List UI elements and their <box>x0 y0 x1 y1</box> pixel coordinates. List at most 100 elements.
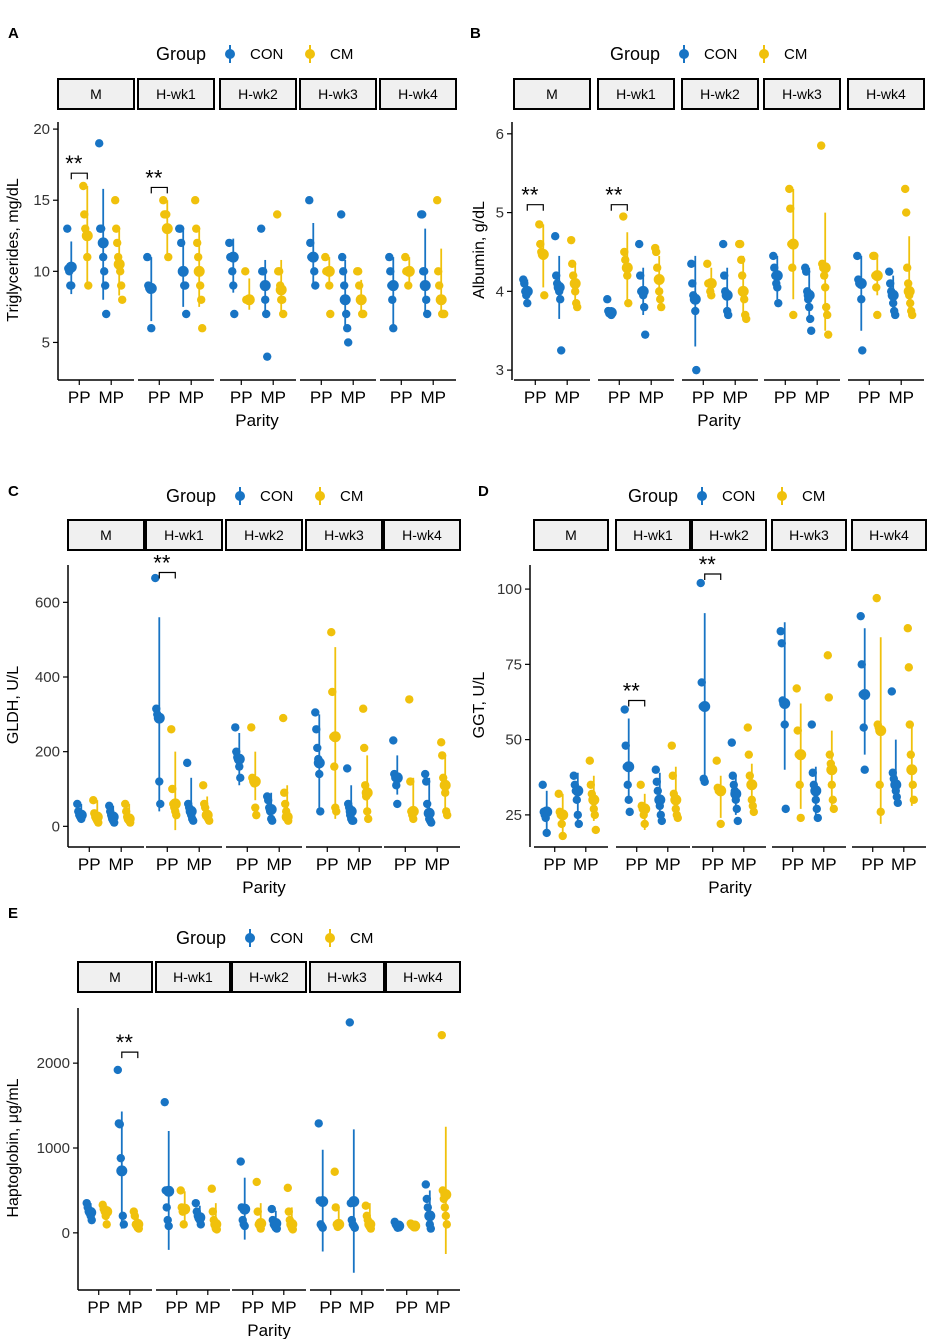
data-point <box>87 1215 96 1225</box>
facet-strip-label: M <box>90 86 102 102</box>
y-tick-label: 600 <box>35 594 60 611</box>
data-point <box>363 807 372 816</box>
x-tick-label: MP <box>186 855 212 874</box>
legend-label-cm: CM <box>802 488 825 505</box>
data-point <box>231 723 240 732</box>
legend-key-dot <box>679 49 689 59</box>
significance-bracket <box>628 699 646 707</box>
data-point <box>792 684 801 693</box>
data-point <box>793 726 802 735</box>
data-point <box>252 1177 261 1187</box>
data-point <box>164 1221 173 1231</box>
data-point <box>906 750 915 759</box>
mean-point <box>819 262 831 274</box>
data-point <box>386 267 395 276</box>
facet-strip-label: M <box>565 527 577 543</box>
data-point <box>435 281 444 290</box>
data-point <box>652 247 661 257</box>
data-point <box>619 212 628 221</box>
data-point <box>774 298 783 308</box>
data-point <box>279 713 288 723</box>
data-point <box>786 204 795 213</box>
data-point <box>573 810 582 820</box>
data-point <box>620 705 629 714</box>
mean-point <box>623 761 635 773</box>
data-point <box>420 267 429 276</box>
mean-point <box>637 285 649 297</box>
data-point <box>535 220 544 229</box>
data-point <box>696 578 705 588</box>
mean-point <box>275 284 287 296</box>
legend-key-dot <box>235 491 245 501</box>
mean-point <box>521 285 533 297</box>
data-point <box>281 799 290 809</box>
data-point <box>538 780 547 789</box>
y-tick-label: 2000 <box>37 1055 70 1072</box>
mean-point <box>787 238 799 250</box>
data-point <box>360 743 369 753</box>
data-point <box>688 279 697 288</box>
data-point <box>427 818 436 827</box>
mean-point <box>409 1220 421 1232</box>
x-tick-label: PP <box>165 1298 188 1317</box>
data-point <box>873 310 882 320</box>
data-point <box>159 196 168 205</box>
mean-point <box>771 270 783 282</box>
data-point <box>191 196 200 205</box>
facet-strip-label: H-wk1 <box>156 86 196 102</box>
y-tick-label: 0 <box>52 818 60 835</box>
data-point <box>656 295 665 304</box>
mean-point <box>569 277 581 289</box>
data-point <box>283 1183 292 1193</box>
data-point <box>859 723 868 732</box>
legend-label-con: CON <box>260 488 293 505</box>
data-point <box>603 295 612 304</box>
data-point <box>267 1204 276 1214</box>
mean-point <box>553 281 565 293</box>
y-tick-label: 3 <box>496 362 504 379</box>
legend-key-dot <box>315 491 325 501</box>
x-tick-label: MP <box>888 388 914 407</box>
mean-point <box>605 307 617 319</box>
data-point <box>102 309 111 319</box>
facet-strip-label: H-wk2 <box>709 527 749 543</box>
data-point <box>556 295 565 304</box>
x-tick-label: MP <box>424 855 450 874</box>
data-point <box>821 283 830 292</box>
mean-point <box>179 1203 191 1215</box>
data-point <box>389 324 398 333</box>
x-tick-label: PP <box>524 388 547 407</box>
data-point <box>241 267 250 276</box>
y-axis-title: Albumin, g/dL <box>471 201 488 299</box>
data-point <box>273 210 282 219</box>
facet-strip-label: M <box>109 969 121 985</box>
data-point <box>177 238 186 248</box>
data-point <box>73 799 82 809</box>
data-point <box>908 780 917 789</box>
data-point <box>189 816 198 825</box>
x-tick-label: MP <box>340 388 366 407</box>
x-tick-label: PP <box>608 388 631 407</box>
facet-strip <box>155 961 231 993</box>
facet-strip-label: H-wk2 <box>244 527 284 543</box>
facet-strip <box>847 78 925 110</box>
data-point <box>279 309 288 319</box>
data-point <box>893 798 902 808</box>
data-point <box>257 224 266 233</box>
data-point <box>359 309 368 319</box>
data-point <box>586 780 595 789</box>
y-tick-label: 15 <box>33 192 50 209</box>
facet-strip-label: H-wk3 <box>782 86 822 102</box>
data-point <box>113 1065 123 1075</box>
data-point <box>406 777 415 786</box>
data-point <box>707 291 716 300</box>
x-tick-label: MP <box>349 1298 375 1317</box>
mean-point <box>705 277 717 289</box>
data-point <box>314 1119 323 1128</box>
facet-strip <box>681 78 759 110</box>
data-point <box>732 804 741 814</box>
facet-strip-label: H-wk4 <box>398 86 438 102</box>
data-point <box>442 1220 451 1229</box>
mean-point <box>265 804 277 816</box>
data-point <box>102 1220 111 1229</box>
